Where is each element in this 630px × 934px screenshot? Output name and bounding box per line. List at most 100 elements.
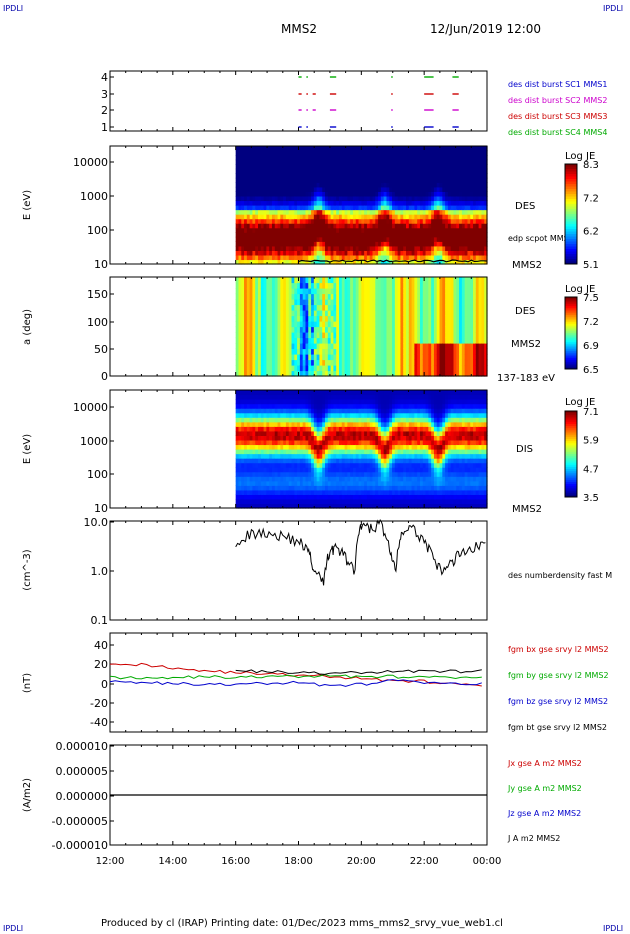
heatmap-cell	[308, 182, 312, 188]
heatmap-cell	[447, 205, 452, 211]
heatmap-cell	[283, 282, 287, 289]
heatmap-cell	[283, 354, 287, 361]
heatmap-cell	[313, 205, 318, 211]
heatmap-cell	[358, 259, 362, 265]
heatmap-cell	[266, 245, 270, 251]
heatmap-cell	[481, 332, 485, 339]
heatmap-cell	[445, 155, 449, 161]
heatmap-cell	[414, 259, 418, 265]
heatmap-cell	[244, 332, 248, 339]
heatmap-cell	[447, 146, 452, 152]
heatmap-cell	[299, 430, 304, 436]
heatmap-cell	[389, 254, 393, 261]
heatmap-cell	[297, 343, 301, 350]
heatmap-cell	[431, 245, 435, 251]
heatmap-cell	[299, 399, 304, 405]
heatmap-cell	[280, 277, 284, 284]
heatmap-cell	[366, 205, 371, 211]
heatmap-cell	[266, 205, 270, 211]
heatmap-cell	[316, 173, 321, 179]
heatmap-cell	[408, 218, 413, 224]
heatmap-cell	[252, 236, 256, 242]
heatmap-cell	[255, 458, 259, 464]
heatmap-cell	[394, 359, 399, 366]
heatmap-cell	[255, 449, 259, 455]
heatmap-cell	[347, 177, 351, 183]
heatmap-cell	[403, 146, 407, 152]
heatmap-cell	[299, 426, 304, 432]
heatmap-cell	[274, 408, 279, 414]
heatmap-cell	[355, 288, 360, 295]
heatmap-cell	[244, 480, 248, 486]
heatmap-cell	[316, 232, 321, 238]
heatmap-cell	[478, 250, 483, 256]
heatmap-cell	[355, 359, 360, 366]
heatmap-cell	[271, 150, 276, 156]
heatmap-cell	[417, 321, 421, 328]
heatmap-cell	[338, 150, 343, 156]
heatmap-cell	[299, 449, 304, 455]
heatmap-cell	[285, 205, 290, 211]
heatmap-cell	[414, 299, 418, 306]
heatmap-cell	[392, 354, 396, 361]
heatmap-cell	[361, 168, 365, 174]
heatmap-cell	[358, 200, 362, 206]
heatmap-cell	[403, 370, 407, 377]
heatmap-cell	[291, 254, 295, 261]
heatmap-cell	[403, 359, 407, 366]
heatmap-cell	[277, 186, 281, 192]
heatmap-cell	[271, 186, 276, 192]
heatmap-cell	[403, 354, 407, 361]
heatmap-cell	[269, 277, 273, 284]
heatmap-cell	[283, 449, 287, 455]
heatmap-cell	[274, 462, 279, 468]
heatmap-cell	[428, 321, 432, 328]
heatmap-cell	[330, 293, 334, 300]
heatmap-cell	[338, 458, 343, 464]
heatmap-cell	[475, 348, 480, 355]
heatmap-cell	[445, 191, 449, 197]
heatmap-cell	[397, 321, 402, 328]
heatmap-cell	[372, 186, 376, 192]
heatmap-cell	[433, 250, 438, 256]
heatmap-cell	[269, 462, 273, 468]
heatmap-cell	[263, 241, 267, 247]
heatmap-cell	[311, 205, 315, 211]
heatmap-cell	[417, 241, 421, 247]
heatmap-cell	[241, 182, 245, 188]
heatmap-cell	[478, 159, 483, 165]
heatmap-cell	[271, 390, 276, 396]
heatmap-cell	[447, 195, 452, 202]
heatmap-cell	[274, 390, 279, 396]
heatmap-cell	[478, 310, 483, 317]
heatmap-cell	[358, 173, 362, 179]
heatmap-cell	[484, 218, 488, 224]
heatmap-cell	[241, 343, 245, 350]
heatmap-cell	[372, 282, 376, 289]
heatmap-cell	[246, 236, 251, 242]
heatmap-cell	[288, 236, 293, 242]
heatmap-cell	[333, 403, 337, 409]
heatmap-cell	[252, 293, 256, 300]
heatmap-cell	[277, 146, 281, 152]
heatmap-cell	[308, 254, 312, 261]
heatmap-cell	[447, 370, 452, 377]
heatmap-cell	[311, 282, 315, 289]
heatmap-cell	[372, 223, 376, 229]
heatmap-cell	[255, 485, 259, 491]
heatmap-cell	[433, 332, 438, 339]
heatmap-cell	[260, 476, 265, 482]
heatmap-cell	[263, 430, 267, 436]
heatmap-cell	[459, 259, 463, 265]
heatmap-cell	[417, 209, 421, 215]
heatmap-cell	[375, 365, 379, 372]
heatmap-cell	[336, 370, 340, 377]
heatmap-cell	[235, 480, 240, 486]
heatmap-cell	[235, 337, 240, 344]
heatmap-cell	[445, 146, 449, 152]
heatmap-cell	[277, 343, 281, 350]
heatmap-cell	[394, 304, 399, 311]
heatmap-cell	[244, 326, 248, 333]
heatmap-cell	[456, 299, 460, 306]
heatmap-cell	[322, 146, 326, 152]
